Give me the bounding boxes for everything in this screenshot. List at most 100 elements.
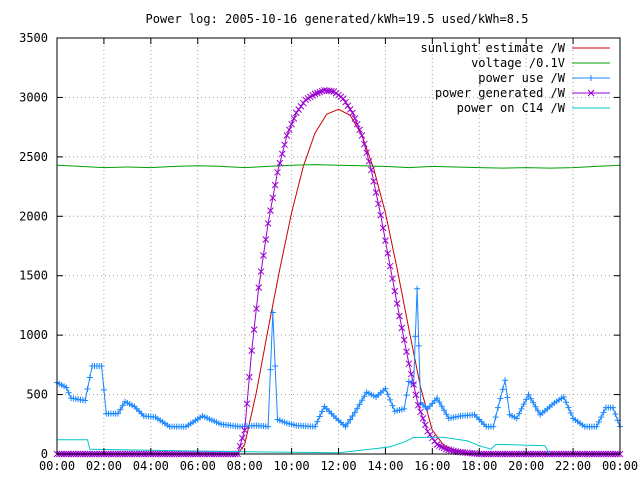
series-point-2 bbox=[344, 420, 351, 427]
series-point-3 bbox=[271, 181, 279, 189]
series-point-2 bbox=[389, 402, 396, 409]
series-point-3 bbox=[428, 434, 436, 442]
legend-label: power use /W bbox=[478, 71, 565, 85]
series-point-3 bbox=[243, 400, 251, 408]
chart-title: Power log: 2005-10-16 generated/kWh=19.5… bbox=[146, 12, 529, 26]
series-point-2 bbox=[356, 401, 363, 408]
series-point-2 bbox=[438, 403, 445, 410]
series-point-3 bbox=[412, 391, 420, 399]
series-point-3 bbox=[367, 166, 375, 174]
series-point-3 bbox=[403, 348, 410, 356]
series-point-3 bbox=[269, 194, 277, 202]
x-tick-label: 18:00 bbox=[461, 459, 497, 473]
series-point-3 bbox=[356, 126, 363, 134]
legend-entry: voltage /0.1V bbox=[471, 56, 610, 70]
series-point-3 bbox=[238, 434, 246, 442]
series-point-2 bbox=[361, 393, 368, 400]
series-point-2 bbox=[525, 391, 532, 398]
series-point-2 bbox=[595, 418, 602, 425]
series-point-3 bbox=[316, 88, 324, 96]
series-point-2 bbox=[520, 401, 527, 408]
y-tick-label: 3000 bbox=[19, 90, 48, 104]
series-point-3 bbox=[400, 336, 408, 344]
legend-label: sunlight estimate /W bbox=[421, 41, 566, 55]
grid-lines bbox=[57, 38, 620, 454]
series-point-2 bbox=[502, 377, 509, 384]
series-point-3 bbox=[260, 252, 267, 259]
series-point-3 bbox=[360, 140, 368, 148]
x-tick-label: 06:00 bbox=[180, 459, 216, 473]
series-point-3 bbox=[257, 268, 265, 275]
series-point-2 bbox=[272, 363, 279, 370]
legend-entry: power generated /W bbox=[435, 86, 610, 100]
series-point-3 bbox=[297, 102, 305, 110]
series-point-3 bbox=[421, 421, 429, 429]
series-point-3 bbox=[379, 224, 387, 232]
series-point-2 bbox=[342, 423, 349, 430]
series-point-3 bbox=[236, 442, 244, 450]
series-point-3 bbox=[386, 262, 394, 270]
series-point-3 bbox=[370, 177, 378, 185]
series-point-3 bbox=[349, 109, 356, 117]
x-tick-label: 14:00 bbox=[367, 459, 403, 473]
series-point-3 bbox=[375, 200, 382, 208]
legend-entry: sunlight estimate /W bbox=[421, 41, 610, 55]
series-point-2 bbox=[504, 394, 511, 401]
series-point-3 bbox=[246, 373, 253, 381]
x-tick-label: 04:00 bbox=[133, 459, 169, 473]
series-point-2 bbox=[382, 385, 389, 392]
y-tick-label: 500 bbox=[26, 388, 48, 402]
series-point-2 bbox=[527, 395, 534, 402]
series-4 bbox=[57, 436, 620, 455]
series-point-2 bbox=[434, 395, 441, 402]
series-point-2 bbox=[516, 410, 523, 417]
y-tick-label: 0 bbox=[41, 447, 48, 461]
series-point-3 bbox=[393, 300, 401, 307]
series-point-2 bbox=[513, 415, 520, 422]
series-point-2 bbox=[534, 407, 541, 414]
series-point-2 bbox=[267, 366, 274, 373]
series-point-2 bbox=[490, 423, 497, 430]
series-point-3 bbox=[267, 207, 274, 214]
y-tick-label: 3500 bbox=[19, 31, 48, 45]
series-point-3 bbox=[377, 211, 385, 219]
series-point-3 bbox=[328, 87, 335, 95]
series-point-2 bbox=[499, 386, 506, 393]
series-point-2 bbox=[523, 396, 530, 403]
series-point-2 bbox=[492, 414, 499, 421]
series-point-3 bbox=[365, 157, 373, 165]
series-point-3 bbox=[290, 115, 298, 122]
series-point-3 bbox=[405, 360, 413, 368]
series-point-3 bbox=[353, 120, 361, 128]
series-point-2 bbox=[567, 409, 574, 416]
series-point-3 bbox=[342, 98, 349, 106]
series-point-2 bbox=[114, 410, 121, 417]
y-tick-label: 1000 bbox=[19, 328, 48, 342]
x-tick-label: 20:00 bbox=[508, 459, 544, 473]
series-point-2 bbox=[82, 397, 89, 404]
series-point-2 bbox=[436, 399, 443, 406]
x-tick-label: 08:00 bbox=[227, 459, 263, 473]
series-point-3 bbox=[358, 132, 366, 139]
legend-label: power on C14 /W bbox=[457, 101, 566, 115]
series-point-2 bbox=[84, 386, 91, 393]
series-point-3 bbox=[398, 324, 406, 332]
series-point-2 bbox=[358, 397, 365, 404]
series-point-2 bbox=[560, 393, 567, 400]
series-point-3 bbox=[262, 236, 270, 243]
series-point-3 bbox=[241, 426, 249, 434]
series-layer bbox=[53, 86, 624, 458]
series-point-3 bbox=[274, 168, 281, 176]
series-point-3 bbox=[281, 141, 288, 149]
legend-label: voltage /0.1V bbox=[471, 56, 565, 70]
series-point-2 bbox=[117, 406, 124, 413]
series-point-2 bbox=[415, 342, 422, 349]
series-point-3 bbox=[426, 431, 434, 439]
series-point-2 bbox=[265, 423, 272, 430]
x-tick-label: 00:00 bbox=[602, 459, 638, 473]
series-point-2 bbox=[351, 409, 358, 416]
series-point-3 bbox=[248, 347, 256, 354]
series-point-3 bbox=[283, 132, 291, 139]
series-point-3 bbox=[363, 149, 371, 157]
